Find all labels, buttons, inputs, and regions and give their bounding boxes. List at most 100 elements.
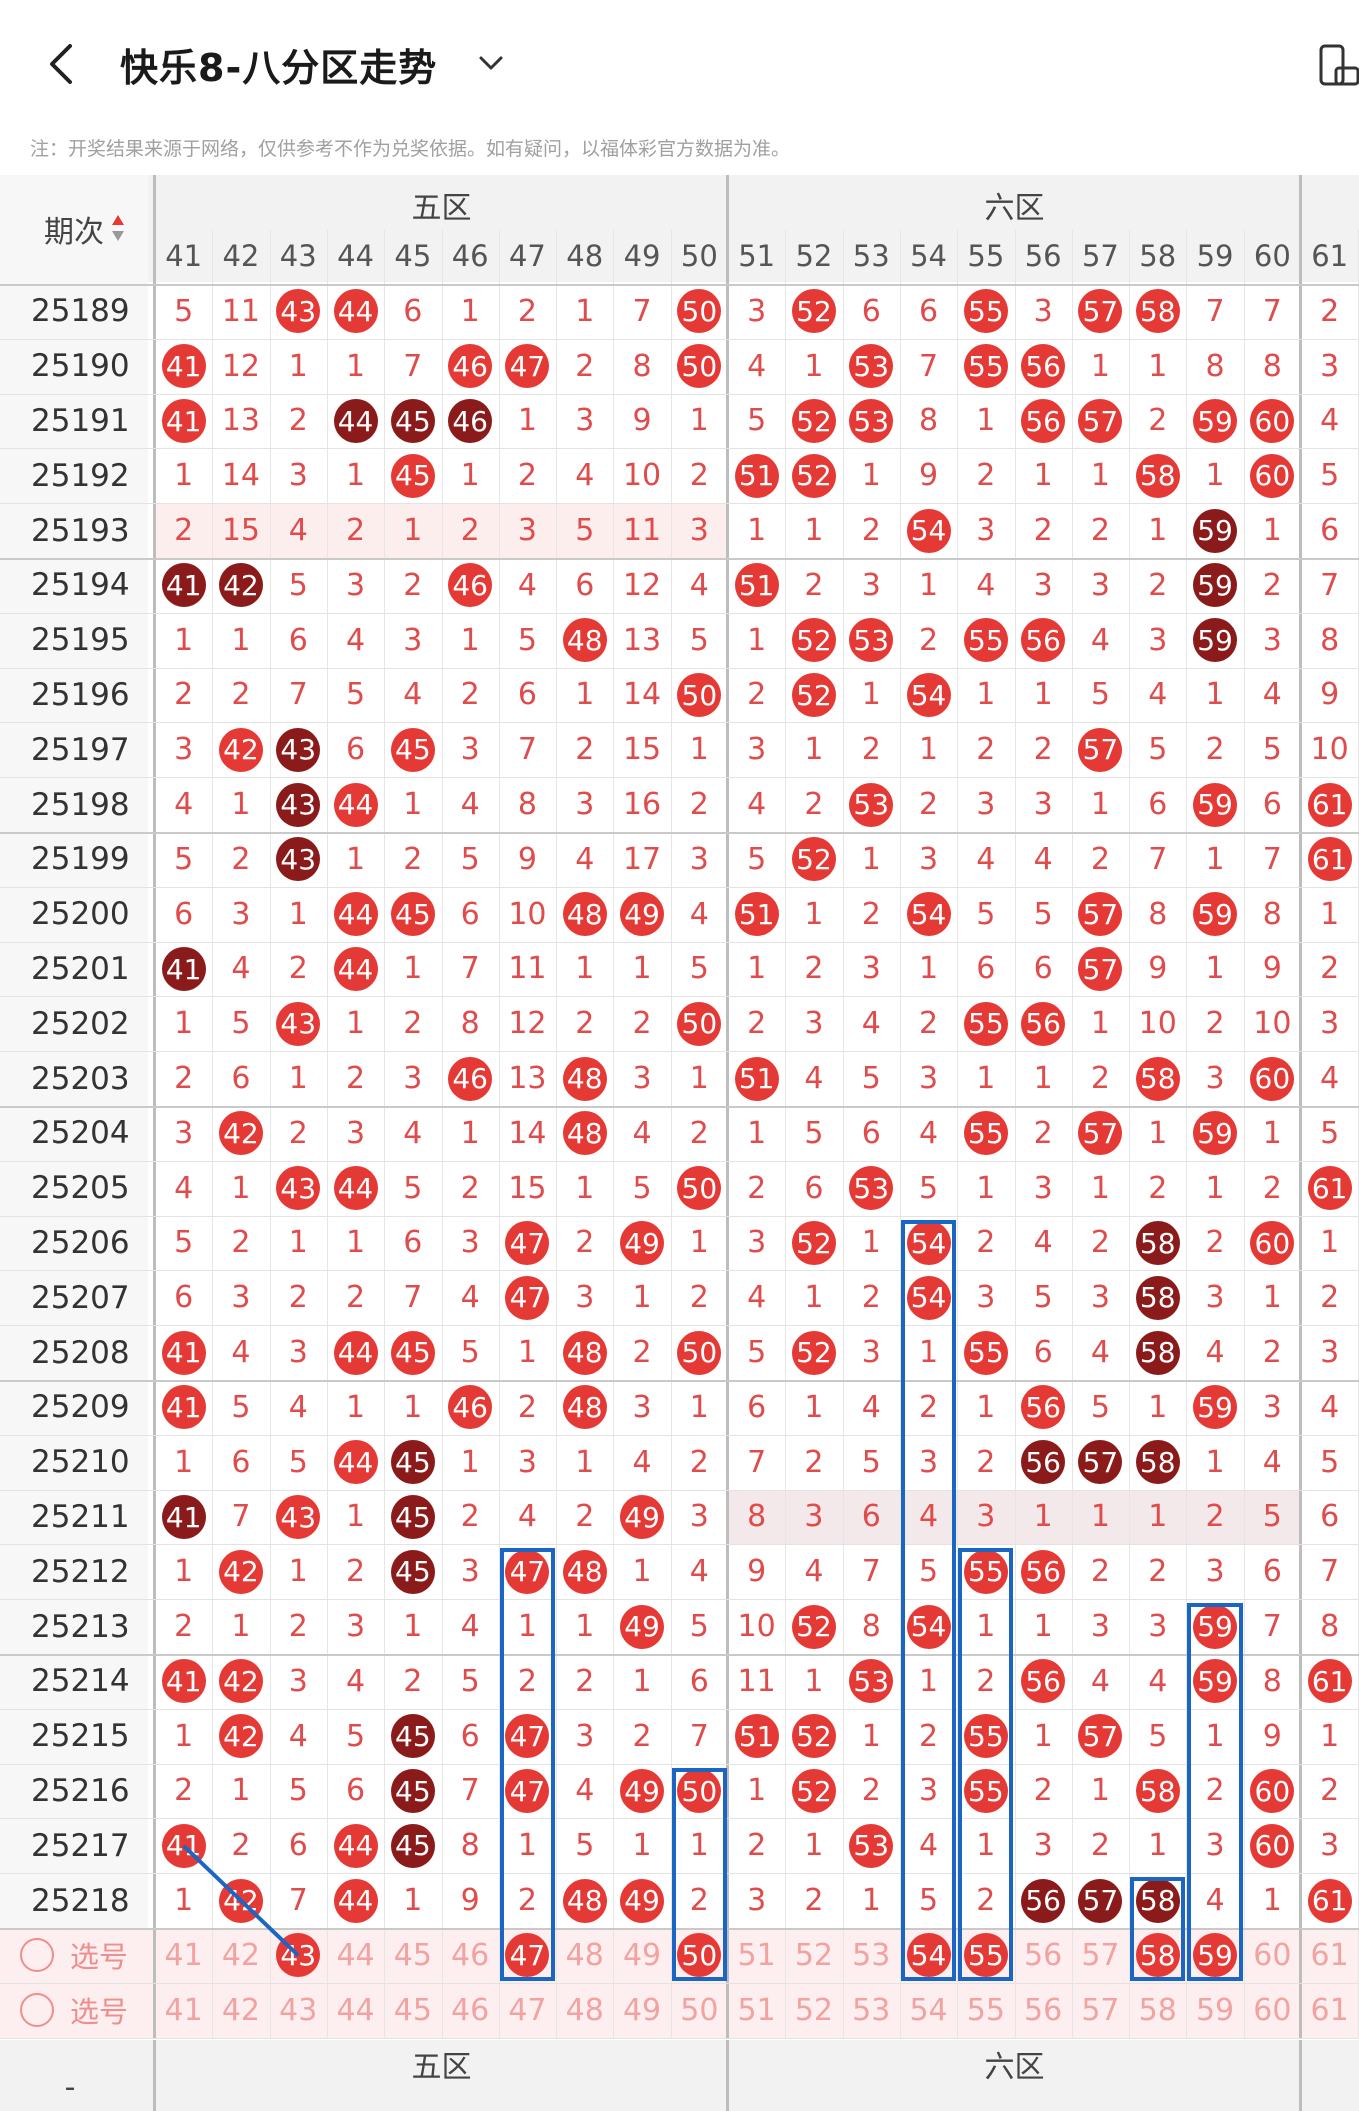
drawn-ball[interactable]: 49 [620,1769,665,1813]
drawn-ball[interactable]: 56 [1021,1001,1066,1046]
drawn-ball[interactable]: 60 [1250,1769,1295,1813]
drawn-ball[interactable]: 55 [963,618,1008,663]
drawn-ball[interactable]: 60 [1250,1823,1295,1868]
drawn-ball[interactable]: 44 [333,1330,378,1375]
pick-number[interactable]: 52 [794,1992,834,2028]
pick-number[interactable]: 51 [737,1937,776,1973]
drawn-ball[interactable]: 42 [218,1111,263,1156]
drawn-ball[interactable]: 51 [734,1714,779,1759]
drawn-ball[interactable]: 57 [1078,1714,1123,1759]
drawn-ball[interactable]: 50 [677,673,722,717]
drawn-ball[interactable]: 54 [906,1221,951,1265]
drawn-ball[interactable]: 47 [505,1769,550,1813]
drawn-ball[interactable]: 56 [1021,399,1066,443]
pick-number[interactable]: 58 [1138,1992,1177,2028]
drawn-ball[interactable]: 54 [906,1604,951,1649]
pick-number[interactable]: 42 [221,1992,261,2028]
drawn-ball[interactable]: 43 [276,782,321,827]
drawn-ball[interactable]: 58 [1135,1056,1180,1101]
drawn-ball[interactable]: 46 [448,563,493,608]
drawn-ball[interactable]: 59 [1193,1111,1238,1156]
issue-header[interactable]: 期次 [44,215,104,250]
drawn-ball[interactable]: 42 [218,1714,263,1759]
drawn-ball[interactable]: 43 [276,837,321,882]
drawn-ball[interactable]: 55 [963,1330,1008,1375]
drawn-ball[interactable]: 50 [677,344,722,389]
drawn-ball[interactable]: 52 [791,618,836,663]
drawn-ball[interactable]: 54 [906,1275,951,1320]
drawn-ball[interactable]: 41 [161,1330,206,1375]
drawn-ball[interactable]: 61 [1307,782,1352,827]
drawn-ball[interactable]: 59 [1193,782,1238,827]
drawn-ball[interactable]: 43 [276,1495,321,1539]
page-title[interactable]: 快乐8-八分区走势 [120,46,438,90]
drawn-ball[interactable]: 58 [1135,1221,1180,1265]
drawn-ball[interactable]: 48 [562,618,607,663]
drawn-ball[interactable]: 47 [505,1549,550,1594]
drawn-ball[interactable]: 44 [333,947,378,991]
drawn-ball[interactable]: 44 [333,399,378,443]
pick-number[interactable]: 59 [1195,1992,1235,2028]
drawn-ball[interactable]: 52 [791,1714,836,1759]
drawn-ball[interactable]: 42 [218,727,263,772]
drawn-ball[interactable]: 45 [390,1440,435,1485]
drawn-ball[interactable]: 53 [849,344,894,389]
drawn-ball[interactable]: 54 [906,892,951,937]
drawn-ball[interactable]: 45 [390,727,435,772]
drawn-ball[interactable]: 53 [849,1166,894,1211]
drawn-ball[interactable]: 45 [390,892,435,937]
drawn-ball[interactable]: 58 [1135,1440,1180,1485]
pick-number[interactable]: 53 [852,1937,891,1973]
drawn-ball[interactable]: 44 [333,782,378,827]
drawn-ball[interactable]: 61 [1307,1659,1352,1704]
drawn-ball[interactable]: 61 [1307,1878,1352,1923]
drawn-ball[interactable]: 56 [1021,1878,1066,1923]
drawn-ball[interactable]: 58 [1135,1878,1180,1923]
pick-number[interactable]: 61 [1310,1937,1349,1973]
drawn-ball[interactable]: 49 [620,1221,665,1265]
drawn-ball[interactable]: 41 [161,399,206,443]
drawn-ball[interactable]: 44 [333,289,378,334]
drawn-ball[interactable]: 48 [562,1385,607,1430]
drawn-ball[interactable]: 59 [1193,508,1238,553]
drawn-ball[interactable]: 56 [1021,1659,1066,1704]
drawn-ball[interactable]: 48 [562,1878,607,1923]
drawn-ball[interactable]: 58 [1135,1275,1180,1320]
drawn-ball[interactable]: 46 [448,1385,493,1430]
drawn-ball[interactable]: 59 [1193,563,1238,608]
drawn-ball[interactable]: 44 [333,1166,378,1211]
drawn-ball[interactable]: 50 [677,1166,722,1211]
drawn-ball[interactable]: 57 [1078,892,1123,937]
pick-row-label[interactable]: 选号 [70,1995,129,2030]
drawn-ball[interactable]: 47 [505,1221,550,1265]
drawn-ball[interactable]: 51 [734,563,779,608]
drawn-ball[interactable]: 46 [448,1056,493,1101]
chevron-left-icon[interactable] [40,38,84,90]
drawn-ball[interactable]: 47 [505,344,550,389]
pick-number[interactable]: 52 [794,1937,834,1973]
drawn-ball[interactable]: 51 [734,453,779,498]
drawn-ball[interactable]: 57 [1078,947,1123,991]
drawn-ball[interactable]: 50 [677,289,722,334]
drawn-ball[interactable]: 45 [390,399,435,443]
picked-ball[interactable]: 54 [906,1933,951,1978]
pick-number[interactable]: 57 [1081,1992,1120,2028]
drawn-ball[interactable]: 52 [791,1604,836,1649]
drawn-ball[interactable]: 42 [218,1549,263,1594]
drawn-ball[interactable]: 47 [505,1714,550,1759]
drawn-ball[interactable]: 45 [390,1823,435,1868]
drawn-ball[interactable]: 59 [1193,618,1238,663]
picked-ball[interactable]: 43 [276,1933,321,1978]
drawn-ball[interactable]: 41 [161,1823,206,1868]
drawn-ball[interactable]: 60 [1250,1056,1295,1101]
drawn-ball[interactable]: 52 [791,837,836,882]
drawn-ball[interactable]: 58 [1135,453,1180,498]
drawn-ball[interactable]: 60 [1250,1221,1295,1265]
drawn-ball[interactable]: 41 [161,1659,206,1704]
drawn-ball[interactable]: 57 [1078,399,1123,443]
drawn-ball[interactable]: 42 [218,1878,263,1923]
pick-row-label[interactable]: 选号 [70,1940,129,1975]
drawn-ball[interactable]: 56 [1021,1385,1066,1430]
pick-number[interactable]: 51 [737,1992,776,2028]
drawn-ball[interactable]: 57 [1078,289,1123,334]
